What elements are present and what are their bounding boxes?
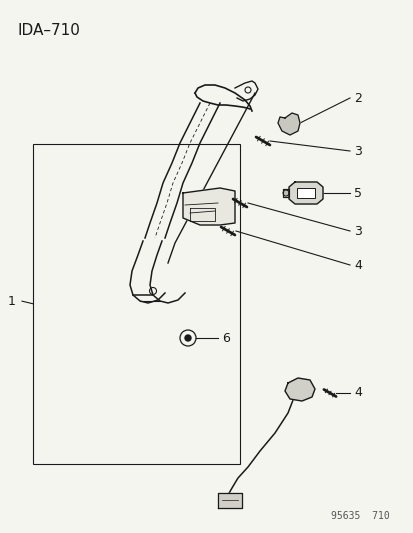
- Bar: [33, 144, 240, 464]
- Text: 3: 3: [353, 144, 361, 157]
- Text: 6: 6: [221, 332, 229, 344]
- Bar: [296, 188, 314, 198]
- Text: 4: 4: [353, 259, 361, 271]
- Text: 5: 5: [353, 187, 361, 199]
- Text: 95635  710: 95635 710: [330, 511, 389, 521]
- Polygon shape: [284, 378, 314, 401]
- Polygon shape: [277, 113, 299, 135]
- Polygon shape: [183, 188, 235, 225]
- Text: 4: 4: [353, 386, 361, 400]
- Polygon shape: [218, 493, 242, 508]
- Text: 1: 1: [8, 295, 16, 308]
- Polygon shape: [282, 189, 288, 197]
- Text: IDA–710: IDA–710: [18, 23, 81, 38]
- Circle shape: [185, 335, 190, 341]
- Text: 2: 2: [353, 92, 361, 104]
- Polygon shape: [288, 182, 322, 204]
- Text: 3: 3: [353, 224, 361, 238]
